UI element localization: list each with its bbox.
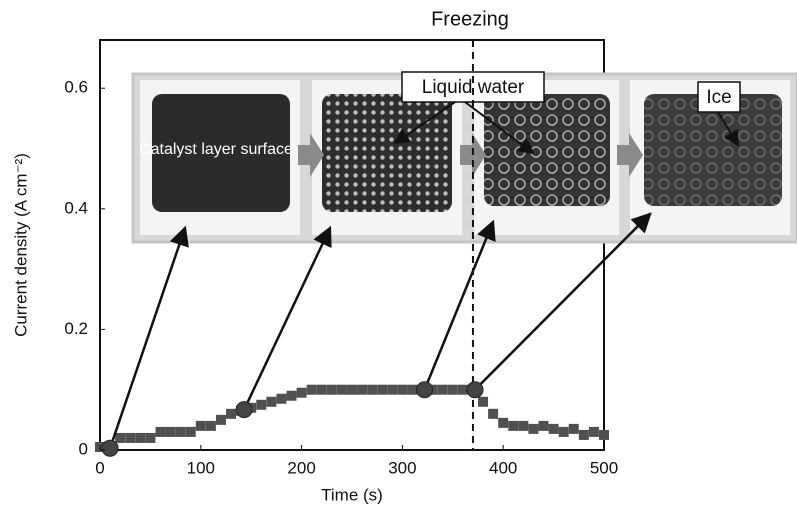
data-point (215, 414, 226, 425)
data-point (447, 384, 458, 395)
highlight-point (416, 381, 434, 399)
photo-sample (644, 94, 782, 206)
data-point (367, 384, 378, 395)
x-tick-label: 500 (590, 458, 618, 477)
plot-frame (99, 39, 605, 451)
data-point (175, 426, 186, 437)
data-point (306, 384, 317, 395)
data-point (165, 426, 176, 437)
data-point (256, 399, 267, 410)
data-point (387, 384, 398, 395)
annotation: Catalyst layer surface (139, 141, 293, 158)
y-tick-label: 0.2 (64, 319, 88, 338)
annotation: Liquid water (422, 77, 525, 98)
x-tick-label: 100 (187, 458, 215, 477)
data-point (125, 432, 136, 443)
data-point (568, 423, 579, 434)
data-point (538, 420, 549, 431)
data-point (437, 384, 448, 395)
data-layer (95, 384, 609, 452)
data-point (145, 432, 156, 443)
pointer (464, 101, 535, 155)
data-point (326, 384, 337, 395)
data-point (266, 396, 277, 407)
data-point (558, 426, 569, 437)
y-tick-label: 0 (79, 439, 88, 458)
x-tick-label: 200 (287, 458, 315, 477)
photo-sample (322, 94, 452, 212)
data-point (508, 420, 519, 431)
x-tick-label: 300 (388, 458, 416, 477)
label-box (697, 81, 741, 113)
data-point (397, 384, 408, 395)
data-point (115, 432, 126, 443)
data-point (518, 420, 529, 431)
photo-sample (152, 94, 290, 212)
data-point (377, 384, 388, 395)
annotation: Freezing (431, 8, 509, 30)
x-axis-label: Time (s) (321, 485, 383, 504)
data-point (457, 384, 468, 395)
x-tick-label: 400 (489, 458, 517, 477)
data-point (155, 426, 166, 437)
photo-arrow (108, 225, 189, 449)
y-tick-label: 0.4 (64, 198, 88, 217)
data-point (599, 429, 609, 440)
photo-arrow (243, 225, 332, 411)
y-tick-label: 0.6 (64, 78, 88, 97)
photo-panel: Catalyst layer surface Liquid water Ice (131, 71, 797, 244)
overlay (101, 40, 652, 457)
data-point (205, 420, 216, 431)
step-arrow (617, 133, 643, 177)
data-point (578, 429, 589, 440)
data-point (276, 393, 287, 404)
data-point (407, 384, 418, 395)
annotation: Ice (706, 87, 731, 108)
data-point (135, 432, 146, 443)
data-point (588, 426, 599, 437)
data-point (195, 420, 206, 431)
data-point (226, 408, 237, 419)
highlight-point (466, 381, 484, 399)
pointer (717, 111, 740, 147)
x-tick-label: 0 (95, 458, 104, 477)
data-point (296, 387, 307, 398)
data-point (357, 384, 368, 395)
highlight-point (235, 401, 253, 419)
highlight-point (101, 439, 119, 457)
data-point (488, 408, 499, 419)
data-point (548, 423, 559, 434)
photo-arrow (423, 219, 496, 391)
data-point (498, 417, 509, 428)
data-point (528, 423, 539, 434)
data-point (478, 396, 489, 407)
data-point (336, 384, 347, 395)
photo-arrow (474, 212, 652, 391)
y-axis-label: Current density (A cm⁻²) (11, 153, 30, 337)
data-point (185, 426, 196, 437)
data-point (286, 390, 297, 401)
data-point (316, 384, 327, 395)
pointer (393, 101, 456, 145)
step-arrow (298, 133, 324, 177)
photo-sample (484, 94, 610, 206)
data-point (347, 384, 357, 395)
